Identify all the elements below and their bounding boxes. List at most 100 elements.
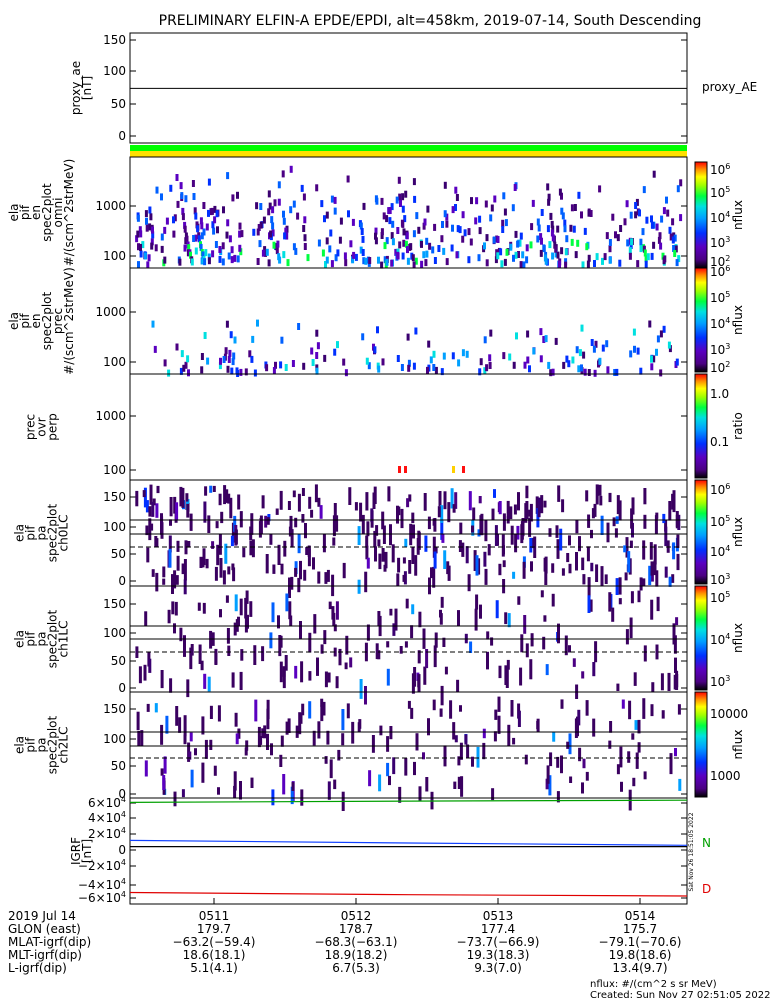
colorbar-tick-ch2lc-0: 10000 (710, 707, 748, 721)
spectrogram-cell (489, 329, 493, 337)
ylabel-ch2lc-4: ch2LC (57, 727, 71, 764)
spectrogram-cell (186, 503, 190, 518)
spectrogram-cell (289, 515, 293, 531)
spectrogram-cell (404, 758, 408, 776)
spectrogram-cell (546, 225, 550, 233)
spectrogram-cell (186, 355, 190, 363)
ytick-label-ch0lc-3: 0 (118, 574, 126, 588)
spectrogram-cell (175, 575, 179, 585)
spectrogram-cell (373, 530, 377, 547)
spectrogram-cell (259, 221, 263, 229)
spectrogram-cell (515, 332, 518, 340)
colorbar-tick-ch0lc-2: 104 (710, 544, 730, 559)
spectrogram-cell (341, 733, 345, 746)
spectrogram-cell (645, 216, 649, 224)
spectrogram-cell (454, 492, 458, 509)
spectrogram-cell (277, 198, 281, 206)
spectrogram-cell (303, 569, 307, 581)
spectrogram-cell (674, 657, 677, 673)
spectrogram-cell (290, 529, 294, 548)
spectrogram-cell (414, 327, 418, 335)
spectrogram-cell (461, 349, 465, 357)
plot-frame-prec (129, 267, 688, 375)
spectrogram-cell (216, 226, 219, 234)
spectrogram-cell (396, 251, 400, 259)
spectrogram-cell (523, 615, 527, 634)
spectrogram-cell (145, 217, 148, 225)
spectrogram-cell (414, 257, 418, 265)
spectrogram-cell (239, 511, 243, 528)
ylabel-prec-5: #/(scm^2strMeV) (62, 267, 76, 375)
spectrogram-cell (560, 699, 564, 709)
spectrogram-cell (606, 522, 610, 543)
spectrogram-cell (377, 365, 381, 373)
xaxis-cell-mlat-3: −79.1(−70.6) (599, 935, 682, 949)
spectrogram-cell (665, 196, 668, 204)
spectrogram-cell (424, 259, 428, 267)
spectrogram-cell (203, 258, 207, 266)
spectrogram-cell (564, 261, 568, 269)
ylabel-ch2lc-0: ela (13, 736, 27, 754)
xaxis-cell-glon-3: 175.7 (623, 922, 657, 936)
spectrogram-cell (200, 257, 204, 265)
spectrogram-cell (259, 736, 263, 745)
spectrogram-cell (489, 214, 493, 222)
spectrogram-cell (201, 762, 205, 783)
spectrogram-cell (443, 181, 447, 189)
spectrogram-cell (171, 574, 174, 594)
ytick-label-proxy_ae-2: 50 (111, 97, 126, 111)
spectrogram-cell (519, 261, 523, 269)
spectrogram-cell (643, 771, 647, 780)
spectrogram-cell (135, 235, 139, 243)
spectrogram-cell (495, 600, 499, 619)
legend-proxy-ae: proxy_AE (702, 80, 757, 94)
spectrogram-cell (151, 569, 155, 577)
panels: proxy_ae[nT]150100500proxy_AEelapifenspe… (7, 32, 757, 905)
spectrogram-cell (375, 525, 379, 536)
spectrogram-cell (652, 170, 656, 178)
spectrogram-cell (381, 548, 385, 562)
colorbar-label-ch1lc: nflux (731, 623, 745, 653)
spectrogram-cell (445, 213, 449, 221)
spectrogram-cell (223, 485, 227, 505)
spectrogram-cell (332, 537, 336, 546)
xaxis-cell-l-3: 13.4(9.7) (612, 961, 667, 975)
spectrogram-cell (391, 544, 395, 563)
spectrogram-cell (642, 578, 646, 586)
spectrogram-cell (372, 492, 376, 509)
spectrogram-cell (317, 721, 321, 739)
ytick-label-omni-1: 100 (103, 249, 126, 263)
spectrogram-cell (502, 352, 506, 360)
spectrogram-cell (270, 743, 273, 756)
spectrogram-cell (230, 246, 234, 254)
spectrogram-cell (432, 350, 436, 358)
spectrogram-cell (321, 249, 325, 257)
spectrogram-cell (173, 791, 177, 807)
spectrogram-cell (310, 509, 314, 518)
spectrogram-cell (271, 222, 275, 230)
spectrogram-cell (183, 225, 187, 233)
spectrogram-cell (240, 649, 244, 661)
spectrogram-cell (397, 557, 401, 573)
spectrogram-cell (345, 635, 349, 655)
spectrogram-cell (205, 558, 209, 569)
spectrogram-cell (218, 493, 222, 506)
spectrogram-cell (148, 518, 152, 541)
spectrogram-cell (173, 214, 177, 222)
spectrogram-cell (153, 345, 157, 353)
spectrogram-cell (279, 754, 283, 767)
spectrogram-cell (388, 207, 392, 214)
spectrogram-cell (575, 519, 579, 534)
spectrogram-cell (454, 735, 458, 743)
spectrogram-cell (251, 539, 255, 558)
spectrogram-cell (551, 234, 555, 242)
spectrogram-cell (454, 204, 457, 211)
spectrogram-cell (183, 559, 187, 581)
spectrogram-cell (453, 781, 457, 789)
spectrogram-cell (539, 249, 543, 257)
spectrogram-cell (578, 747, 582, 762)
xaxis-cell-mlat-2: −73.7(−66.9) (457, 935, 540, 949)
spectrogram-cell (655, 223, 659, 231)
spectrogram-cell (148, 206, 152, 214)
spectrogram-cell (209, 630, 213, 649)
